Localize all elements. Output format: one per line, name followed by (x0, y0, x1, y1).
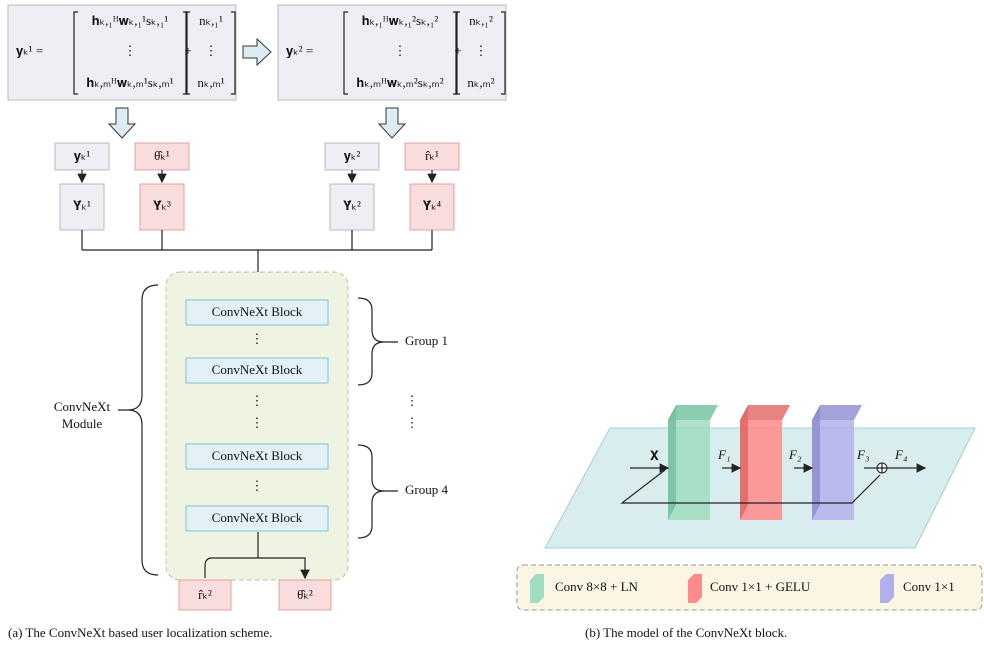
label-f: F₃ (856, 447, 869, 462)
matrix-entry: 𝐡ₖ,₁ᴴ𝐰ₖ,₁¹sₖ,₁¹ (92, 13, 169, 28)
caption: (b) The model of the ConvNeXt block. (585, 625, 787, 640)
connector (82, 230, 432, 250)
block-label: ConvNeXt Block (212, 510, 303, 525)
dots: ⋮ (251, 415, 264, 430)
group-label: Group 1 (405, 333, 448, 348)
input-label: 𝐲ₖ² (344, 148, 361, 163)
label-x: 𝐗 (650, 448, 659, 463)
dots: ⋮ (406, 393, 419, 408)
tensor-label: 𝐘̄ₖ⁴ (423, 198, 442, 213)
dots: ⋮ (251, 331, 264, 346)
caption: (a) The ConvNeXt based user localization… (8, 625, 272, 640)
plus: + (454, 43, 461, 58)
brace (358, 298, 398, 385)
arrow (109, 108, 135, 138)
input-label: r̂ₖ¹ (425, 148, 439, 163)
diagram: 𝐲ₖ¹ = 𝐡ₖ,₁ᴴ𝐰ₖ,₁¹sₖ,₁¹ nₖ,₁¹ ⋮ ⋮ 𝐡ₖ,ₘᴴ𝐰ₖ,ₘ¹sₖ,… (0, 0, 984, 654)
label-f: F₁ (717, 447, 730, 462)
legend-icon (688, 574, 702, 603)
dots: ⋮ (251, 478, 264, 493)
matrix-entry: 𝐡ₖ,ₘᴴ𝐰ₖ,ₘ²sₖ,ₘ² (356, 75, 443, 90)
legend-label: Conv 8×8 + LN (555, 579, 639, 594)
label-f: F₄ (894, 447, 908, 462)
noise-entry: nₖ,ₘ¹ (197, 75, 224, 90)
output-label: r̂ₖ² (198, 587, 212, 602)
legend-label: Conv 1×1 (903, 579, 955, 594)
legend-icon (530, 574, 544, 603)
dots: ⋮ (406, 415, 419, 430)
noise-entry: nₖ,ₘ² (467, 75, 494, 90)
matrix-entry: ⋮ (394, 43, 407, 58)
block-label: ConvNeXt Block (212, 304, 303, 319)
matrix-entry: ⋮ (124, 43, 137, 58)
noise-entry: ⋮ (205, 43, 218, 58)
module-label: ConvNeXt (54, 399, 111, 414)
block-label: ConvNeXt Block (212, 362, 303, 377)
group-label: Group 4 (405, 482, 448, 497)
legend-icon (880, 574, 894, 603)
legend-label: Conv 1×1 + GELU (710, 579, 811, 594)
noise-entry: ⋮ (475, 43, 488, 58)
tensor-label: 𝐘̄ₖ³ (153, 198, 171, 213)
block-label: ConvNeXt Block (212, 448, 303, 463)
page: 𝐲ₖ¹ = 𝐡ₖ,₁ᴴ𝐰ₖ,₁¹sₖ,₁¹ nₖ,₁¹ ⋮ ⋮ 𝐡ₖ,ₘᴴ𝐰ₖ,ₘ¹sₖ,… (0, 0, 984, 654)
noise-entry: nₖ,₁² (469, 13, 493, 28)
equation-lhs: 𝐲ₖ¹ = (16, 43, 43, 58)
output-label: θ̂ₖ² (297, 587, 313, 602)
dots: ⋮ (251, 393, 264, 408)
matrix-entry: 𝐡ₖ,₁ᴴ𝐰ₖ,₁²sₖ,₁² (362, 13, 439, 28)
noise-entry: nₖ,₁¹ (199, 13, 223, 28)
tensor-label: 𝐘̄ₖ² (343, 198, 361, 213)
brace (358, 445, 398, 538)
arrow (243, 39, 271, 65)
brace (118, 285, 158, 575)
equation-lhs: 𝐲ₖ² = (286, 43, 313, 58)
module-label: Module (62, 416, 103, 431)
input-label: 𝐲ₖ¹ (74, 148, 91, 163)
plus: + (184, 43, 191, 58)
input-label: θ̂ₖ¹ (154, 148, 170, 163)
label-f: F₂ (788, 447, 802, 462)
tensor-label: 𝐘̄ₖ¹ (73, 198, 91, 213)
matrix-entry: 𝐡ₖ,ₘᴴ𝐰ₖ,ₘ¹sₖ,ₘ¹ (86, 75, 173, 90)
arrow (379, 108, 405, 138)
